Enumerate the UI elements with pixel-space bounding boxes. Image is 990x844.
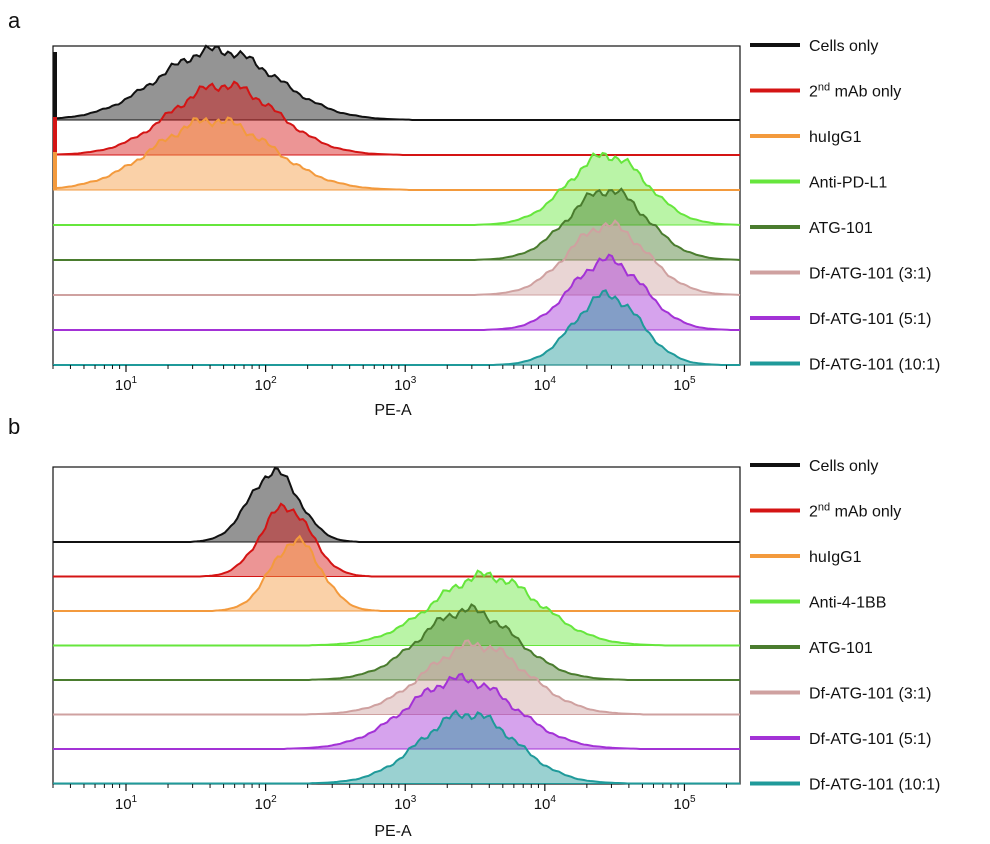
- series-line-atg-101: [53, 187, 741, 261]
- panel-b-legend: Cells only 2nd mAb only huIgG1 Anti-4-1BB AT…: [750, 458, 940, 794]
- series-area-atg-101: [53, 604, 740, 680]
- series-line-df-atg-101-5-1: [53, 672, 740, 750]
- series-spike-cells-only: [53, 52, 57, 120]
- legend-label: ATG-101: [809, 640, 873, 657]
- series-line-df-atg-101-10-1: [53, 289, 740, 366]
- series-area-2nd-mab-only: [53, 81, 740, 155]
- panel-b-x-axis-label: PE-A: [374, 823, 412, 839]
- legend-label: Cells only: [809, 458, 878, 475]
- legend-label: ATG-101: [809, 220, 873, 237]
- series-area-df-atg-101-3-1: [53, 220, 740, 295]
- legend-label: huIgG1: [809, 129, 862, 146]
- panel-a-legend: Cells only 2nd mAb only huIgG1 Anti-PD-L1 AT…: [750, 38, 940, 374]
- series-line-2nd-mab-only: [53, 502, 740, 578]
- series-line-huigg1: [53, 534, 740, 612]
- series-line-huigg1: [52, 116, 740, 191]
- panel-a-chart: 101 102 103 104 105: [52, 44, 741, 394]
- legend-label: 2nd mAb only: [809, 502, 901, 521]
- series-area-df-atg-101-10-1: [53, 290, 740, 365]
- x-tick-label: 105: [673, 375, 696, 394]
- series-spike-huigg1: [53, 152, 57, 190]
- series-area-df-atg-101-5-1: [53, 673, 740, 749]
- series-line-anti-pd-l1: [53, 151, 741, 226]
- series-area-huigg1: [53, 117, 740, 190]
- panel-a-label: a: [8, 8, 21, 33]
- legend-label: Df-ATG-101 (5:1): [809, 731, 931, 748]
- panel-b-chart: 101 102 103 104 105: [52, 466, 741, 813]
- legend-label: Anti-4-1BB: [809, 595, 886, 612]
- legend-label: Df-ATG-101 (3:1): [809, 266, 931, 283]
- series-area-anti-4-1bb: [53, 570, 740, 646]
- legend-label: Df-ATG-101 (10:1): [809, 777, 940, 794]
- series-area-df-atg-101-10-1: [53, 710, 740, 784]
- legend-label: Df-ATG-101 (3:1): [809, 686, 931, 703]
- x-tick-label: 103: [394, 794, 417, 813]
- series-area-df-atg-101-5-1: [53, 254, 740, 330]
- series-line-df-atg-101-5-1: [53, 253, 740, 331]
- series-line-atg-101: [53, 603, 740, 681]
- series-line-anti-4-1bb: [53, 569, 740, 647]
- series-area-anti-pd-l1: [53, 153, 740, 225]
- series-line-2nd-mab-only: [52, 80, 740, 156]
- x-tick-label: 102: [254, 375, 277, 394]
- series-area-cells-only: [53, 45, 740, 121]
- series-line-cells-only: [52, 44, 740, 121]
- series-line-cells-only: [53, 467, 740, 543]
- series-area-2nd-mab-only: [53, 503, 740, 577]
- legend-label: Df-ATG-101 (10:1): [809, 357, 940, 374]
- x-tick-label: 104: [534, 375, 557, 394]
- series-area-df-atg-101-3-1: [53, 640, 740, 715]
- x-tick-label: 101: [115, 375, 138, 394]
- x-tick-label: 101: [115, 794, 138, 813]
- series-line-df-atg-101-3-1: [53, 219, 741, 296]
- x-tick-label: 105: [673, 794, 696, 813]
- x-tick-label: 103: [394, 375, 417, 394]
- panel-a-x-axis-label: PE-A: [374, 402, 412, 419]
- series-area-atg-101: [53, 188, 740, 260]
- series-area-cells-only: [53, 468, 740, 542]
- legend-label: Cells only: [809, 38, 878, 55]
- series-area-huigg1: [53, 536, 740, 611]
- panel-b-label: b: [8, 414, 20, 439]
- legend-label: Anti-PD-L1: [809, 175, 887, 192]
- series-spike-2nd-mab-only: [53, 117, 57, 155]
- x-tick-label: 104: [534, 794, 557, 813]
- x-tick-label: 102: [254, 794, 277, 813]
- legend-label: 2nd mAb only: [809, 82, 901, 101]
- series-line-df-atg-101-10-1: [53, 709, 740, 785]
- series-line-df-atg-101-3-1: [53, 639, 740, 716]
- legend-label: Df-ATG-101 (5:1): [809, 311, 931, 328]
- legend-label: huIgG1: [809, 549, 862, 566]
